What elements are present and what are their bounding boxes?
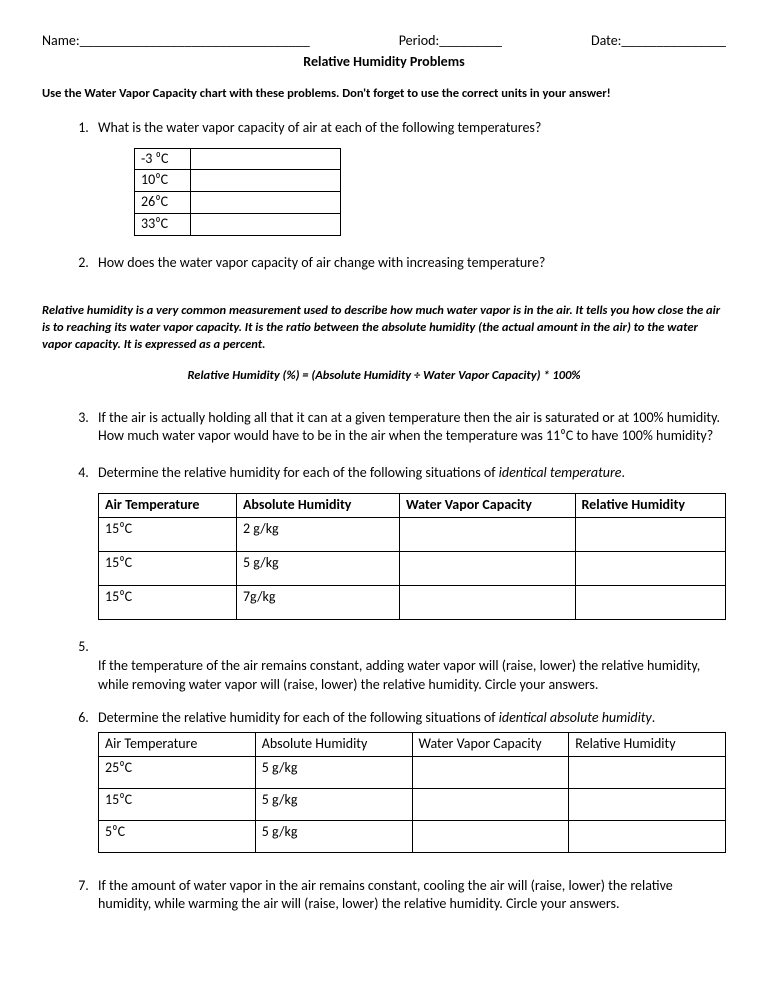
q6-r2-temp: 5⁰C (99, 820, 256, 852)
q4-r0-temp: 15⁰C (99, 518, 237, 552)
page-title: Relative Humidity Problems (42, 53, 726, 72)
q4-r0-abs: 2 g/kg (236, 518, 399, 552)
q6-r1-temp: 15⁰C (99, 788, 256, 820)
q1-row-3: 33⁰C (135, 214, 191, 236)
q1-row-2: 26⁰C (135, 192, 191, 214)
q6-text-a: Determine the relative humidity for each… (98, 709, 499, 726)
header-row: Name:_________________________________ P… (42, 32, 726, 51)
q2-text: How does the water vapor capacity of air… (98, 254, 545, 271)
q1-cell-0 (191, 148, 341, 170)
q4-r1-abs: 5 g/kg (236, 552, 399, 586)
q6-h0: Air Temperature (99, 732, 256, 756)
q4-table: Air Temperature Absolute Humidity Water … (98, 493, 726, 620)
q4-r1-rh (575, 552, 726, 586)
q4-text-b: identical temperature (499, 464, 622, 481)
q4-r2-rh (575, 586, 726, 620)
q4-r1-wvc (399, 552, 575, 586)
q6-h3: Relative Humidity (569, 732, 726, 756)
q6-r2-rh (569, 820, 726, 852)
q6-r1-rh (569, 788, 726, 820)
q6-r0-abs: 5 g/kg (255, 756, 412, 788)
q4-text-a: Determine the relative humidity for each… (98, 464, 499, 481)
q4-text: Determine the relative humidity for each… (98, 464, 726, 483)
name-field: Name:_________________________________ (42, 32, 310, 51)
q6-text-b: identical absolute humidity (499, 709, 652, 726)
q1-table: -3 ⁰C 10⁰C 26⁰C 33⁰C (134, 148, 341, 237)
q6-h2: Water Vapor Capacity (412, 732, 569, 756)
q1-cell-3 (191, 214, 341, 236)
q4-r2-temp: 15⁰C (99, 586, 237, 620)
question-7: If the amount of water vapor in the air … (92, 877, 726, 915)
q7-text: If the amount of water vapor in the air … (98, 877, 673, 913)
rh-formula: Relative Humidity (%) = (Absolute Humidi… (42, 368, 726, 385)
question-4: Determine the relative humidity for each… (92, 464, 726, 620)
instructions: Use the Water Vapor Capacity chart with … (42, 86, 726, 103)
question-list-cont: If the air is actually holding all that … (42, 409, 726, 915)
date-field: Date:_______________ (591, 32, 726, 51)
q1-row-1: 10⁰C (135, 170, 191, 192)
question-5: If the temperature of the air remains co… (92, 638, 726, 695)
q1-cell-1 (191, 170, 341, 192)
q4-r0-wvc (399, 518, 575, 552)
q1-cell-2 (191, 192, 341, 214)
q4-h3: Relative Humidity (575, 494, 726, 518)
q4-r0-rh (575, 518, 726, 552)
q4-r2-abs: 7g/kg (236, 586, 399, 620)
q3-text: If the air is actually holding all that … (98, 409, 720, 445)
q6-r0-temp: 25⁰C (99, 756, 256, 788)
q6-r1-wvc (412, 788, 569, 820)
q4-h0: Air Temperature (99, 494, 237, 518)
q4-h2: Water Vapor Capacity (399, 494, 575, 518)
q6-r1-abs: 5 g/kg (255, 788, 412, 820)
q1-row-0: -3 ⁰C (135, 148, 191, 170)
question-1: What is the water vapor capacity of air … (92, 119, 726, 236)
q6-text: Determine the relative humidity for each… (98, 709, 726, 728)
question-6: Determine the relative humidity for each… (92, 709, 726, 853)
q6-r2-wvc (412, 820, 569, 852)
question-2: How does the water vapor capacity of air… (92, 254, 726, 273)
q6-table: Air Temperature Absolute Humidity Water … (98, 732, 726, 853)
q4-r1-temp: 15⁰C (99, 552, 237, 586)
q6-h1: Absolute Humidity (255, 732, 412, 756)
question-list: What is the water vapor capacity of air … (42, 119, 726, 273)
period-field: Period:_________ (399, 32, 502, 51)
rh-paragraph: Relative humidity is a very common measu… (42, 303, 726, 354)
q6-r0-rh (569, 756, 726, 788)
q5-text: If the temperature of the air remains co… (98, 657, 700, 693)
q6-r0-wvc (412, 756, 569, 788)
question-3: If the air is actually holding all that … (92, 409, 726, 447)
q1-text: What is the water vapor capacity of air … (98, 119, 726, 138)
q4-h1: Absolute Humidity (236, 494, 399, 518)
q6-r2-abs: 5 g/kg (255, 820, 412, 852)
q4-r2-wvc (399, 586, 575, 620)
